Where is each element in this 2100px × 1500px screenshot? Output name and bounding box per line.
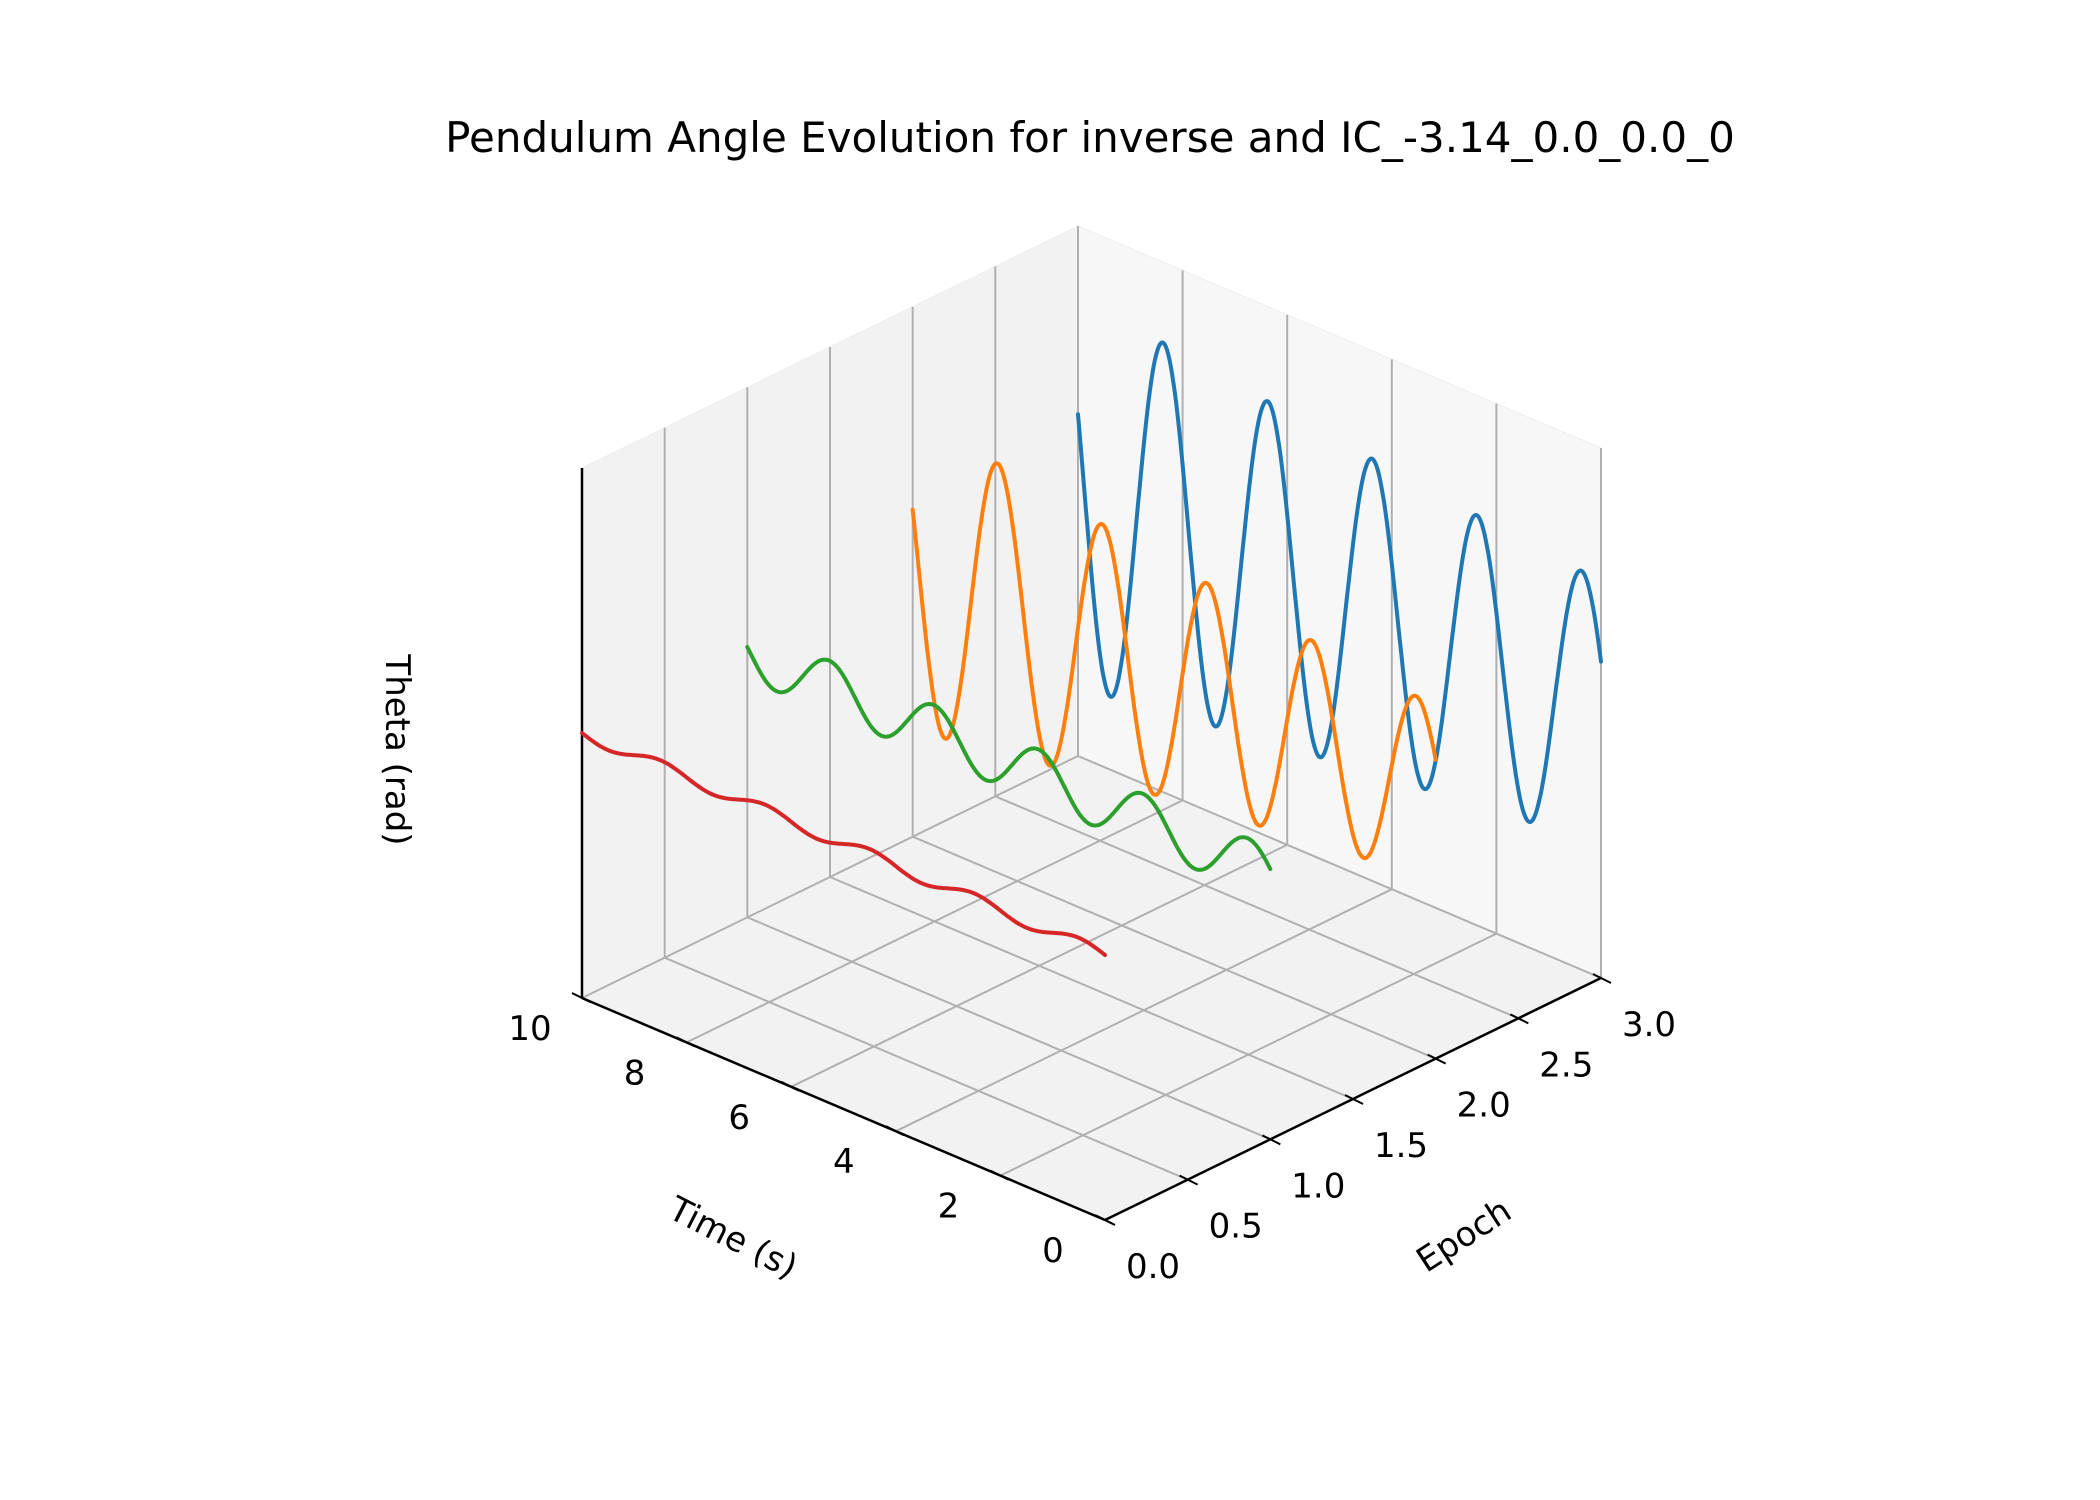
- time-tick-label: 6: [728, 1098, 750, 1138]
- z-axis-label: Theta (rad): [377, 653, 417, 845]
- time-tick: [989, 1169, 1009, 1181]
- epoch-tick-label: 0.5: [1209, 1207, 1263, 1247]
- epoch-tick-label: 1.5: [1374, 1126, 1428, 1166]
- time-tick-label: 10: [508, 1009, 551, 1049]
- series-line-epoch-0: [580, 731, 1107, 957]
- chart-title: Pendulum Angle Evolution for inverse and…: [445, 113, 1735, 162]
- epoch-tick: [1179, 1174, 1199, 1186]
- series-line-epoch-1: [745, 645, 1273, 872]
- grid-line-epoch: [911, 306, 1437, 1060]
- grid-line-epoch: [994, 266, 1519, 1020]
- epoch-tick-label: 0.0: [1126, 1247, 1180, 1287]
- x-axis-label: Time (s): [661, 1189, 803, 1288]
- series-lines: [580, 340, 1603, 957]
- epoch-tick: [1592, 973, 1612, 984]
- series-line-epoch-3: [1076, 340, 1603, 824]
- time-tick-label: 8: [624, 1053, 646, 1093]
- epoch-tick: [1427, 1053, 1447, 1065]
- grid-line-epoch: [1077, 226, 1602, 979]
- axes-panes: [580, 225, 1603, 1221]
- series-line-epoch-2: [910, 461, 1438, 861]
- epoch-tick: [1509, 1013, 1529, 1025]
- grid-line-epoch: [829, 347, 1354, 1100]
- time-axis-line: [581, 996, 1106, 1222]
- epoch-tick-label: 2.5: [1539, 1045, 1593, 1085]
- time-tick-label: 4: [833, 1142, 855, 1182]
- epoch-tick: [1096, 1215, 1116, 1226]
- epoch-tick-label: 3.0: [1622, 1005, 1676, 1045]
- epoch-tick-label: 1.0: [1291, 1166, 1345, 1206]
- time-tick-label: 0: [1042, 1231, 1064, 1271]
- time-tick: [676, 1036, 696, 1048]
- time-tick: [780, 1080, 800, 1092]
- time-tick: [885, 1125, 905, 1137]
- epoch-tick: [1344, 1094, 1364, 1105]
- axis-ticks: 0 2 4 6 8 10 0.0 0.5 1.0 1.5 2.0 2.5 3.0: [508, 973, 1676, 1287]
- grid-line-epoch: [663, 427, 1189, 1181]
- grid-line-epoch: [746, 387, 1271, 1141]
- time-tick: [571, 992, 591, 1003]
- epoch-tick-label: 2.0: [1457, 1086, 1511, 1126]
- time-tick-label: 2: [938, 1187, 960, 1227]
- y-axis-label: Epoch: [1409, 1191, 1518, 1281]
- epoch-tick: [1261, 1134, 1281, 1146]
